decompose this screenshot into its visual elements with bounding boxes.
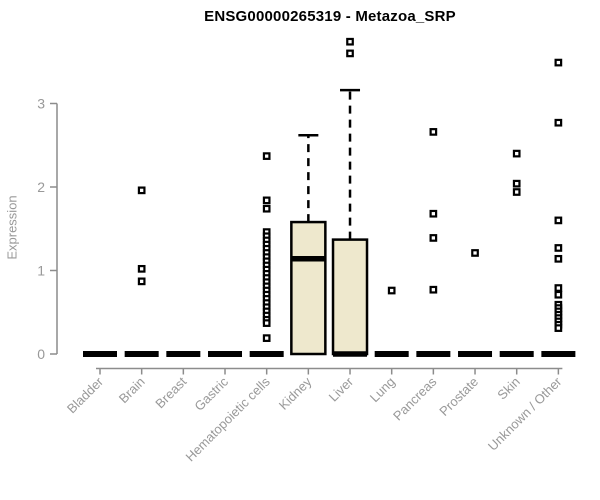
zero-bar-gastric xyxy=(208,351,243,357)
outlier-point-liver xyxy=(346,37,354,46)
x-tick-label: Kidney xyxy=(276,374,315,413)
x-tick-label: Breast xyxy=(152,374,189,411)
zero-bar-hematopoietic-cells xyxy=(249,351,284,357)
outlier-point-lung xyxy=(387,286,396,295)
outlier-point-skin xyxy=(512,179,521,188)
outlier-point-skin xyxy=(512,188,521,196)
zero-bar-prostate xyxy=(458,351,493,357)
outlier-point-brain xyxy=(137,277,146,286)
outlier-point-brain xyxy=(137,186,146,195)
outlier-point-hematopoietic-cells xyxy=(262,334,271,342)
outlier-point-unknown-other xyxy=(554,254,563,263)
outlier-point-pancreas xyxy=(429,234,438,242)
outlier-point-pancreas xyxy=(429,209,438,218)
outlier-point-hematopoietic-cells xyxy=(262,196,271,205)
x-tick-label: Unknown / Other xyxy=(485,374,565,454)
outlier-point-liver xyxy=(346,49,354,58)
zero-bar-bladder xyxy=(83,351,117,357)
x-tick-label: Bladder xyxy=(64,374,107,417)
outlier-point-pancreas xyxy=(429,128,438,136)
chart-title: ENSG00000265319 - Metazoa_SRP xyxy=(204,8,456,25)
outlier-point-brain xyxy=(137,264,146,273)
zero-bar-unknown-other xyxy=(541,351,576,357)
outlier-point-unknown-other xyxy=(554,324,563,332)
outlier-point-unknown-other xyxy=(554,58,563,67)
outlier-point-hematopoietic-cells xyxy=(262,152,271,160)
box-kidney xyxy=(290,220,327,356)
zero-bar-pancreas xyxy=(416,351,451,357)
x-tick-label: Lung xyxy=(367,374,398,405)
outlier-point-hematopoietic-cells xyxy=(262,204,271,213)
box-liver xyxy=(331,238,369,356)
y-tick-label: 1 xyxy=(37,263,45,279)
outlier-point-unknown-other xyxy=(554,216,563,225)
x-tick-label: Skin xyxy=(494,374,522,402)
outlier-point-unknown-other xyxy=(554,118,563,127)
outlier-point-unknown-other xyxy=(554,284,563,292)
outlier-point-prostate xyxy=(471,249,479,257)
y-tick-label: 0 xyxy=(37,346,45,362)
outlier-point-pancreas xyxy=(429,285,438,294)
zero-bar-lung xyxy=(374,351,409,357)
outlier-point-unknown-other xyxy=(554,290,563,299)
x-tick-label: Liver xyxy=(326,374,357,405)
y-tick-label: 2 xyxy=(37,179,45,195)
outlier-point-skin xyxy=(512,149,521,158)
zero-bar-breast xyxy=(166,351,201,357)
y-tick-label: 3 xyxy=(37,96,45,112)
x-tick-label: Prostate xyxy=(436,374,481,419)
outlier-point-hematopoietic-cells xyxy=(262,319,271,327)
zero-bar-skin xyxy=(499,351,534,357)
x-tick-label: Brain xyxy=(116,374,148,406)
zero-bar-brain xyxy=(124,351,159,357)
outlier-point-unknown-other xyxy=(554,244,563,252)
x-tick-label: Pancreas xyxy=(390,374,440,424)
x-tick-label: Gastric xyxy=(191,374,231,414)
